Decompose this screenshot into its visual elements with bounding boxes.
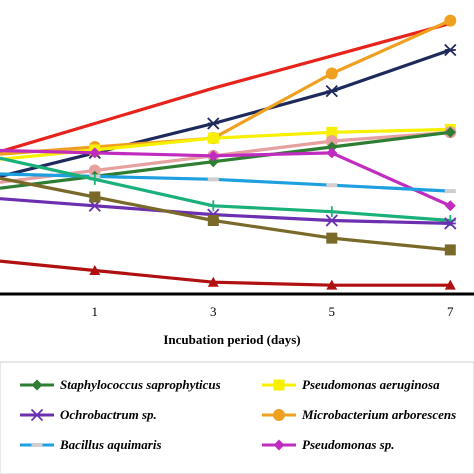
series-3-point-1 — [207, 132, 219, 144]
series-8 — [0, 156, 456, 226]
series-10 — [0, 176, 456, 256]
series-7-point-3 — [444, 189, 456, 194]
legend: Staphylococcus saprophyticus Pseudomonas … — [20, 377, 456, 452]
series-10-point-1 — [207, 215, 219, 226]
series-8-point-1 — [207, 200, 219, 212]
series-7-point-2 — [326, 183, 338, 188]
series-line-0 — [0, 21, 451, 154]
series-9 — [0, 197, 457, 230]
series-3-point-2 — [326, 126, 338, 138]
legend-swatch-marker — [273, 409, 285, 421]
legend-label: Staphylococcus saprophyticus — [60, 377, 221, 392]
series-6-point-2 — [326, 147, 338, 159]
series-6 — [0, 147, 456, 212]
legend-swatch-marker — [31, 443, 43, 447]
series-2-point-2 — [325, 67, 338, 80]
legend-item: Pseudomonas sp. — [262, 437, 394, 452]
legend-item: Bacillus aquimaris — [20, 437, 162, 452]
x-axis-ticks: 1 3 5 7 — [92, 304, 454, 319]
plot-area — [0, 14, 457, 290]
legend-label: Bacillus aquimaris — [59, 437, 162, 452]
series-9-point-2 — [325, 214, 338, 227]
legend-item: Pseudomonas aeruginosa — [262, 377, 440, 392]
legend-item: Ochrobactrum sp. — [20, 407, 157, 422]
series-11 — [0, 259, 456, 290]
legend-swatch-marker — [273, 379, 285, 391]
series-line-9 — [0, 197, 451, 225]
series-11-point-3 — [444, 279, 456, 290]
x-axis-title: Incubation period (days) — [163, 332, 300, 347]
series-11-point-0 — [89, 264, 101, 275]
x-tick-label: 3 — [210, 304, 217, 319]
legend-label: Pseudomonas aeruginosa — [302, 377, 440, 392]
series-6-point-3 — [444, 200, 456, 212]
series-1-point-3 — [444, 43, 457, 57]
series-1 — [0, 43, 457, 178]
legend-swatch-marker — [273, 439, 285, 451]
series-10-point-3 — [444, 244, 456, 256]
legend-label: Pseudomonas sp. — [302, 437, 394, 452]
series-10-point-2 — [326, 232, 338, 244]
series-6-point-1 — [207, 150, 219, 162]
legend-label: Microbacterium arborescens — [301, 407, 456, 422]
series-9-point-3 — [444, 217, 457, 230]
series-8-point-0 — [89, 173, 101, 185]
series-2-point-3 — [444, 14, 457, 27]
series-5-point-3 — [444, 126, 456, 138]
x-tick-label: 5 — [329, 304, 336, 319]
series-11-point-1 — [207, 276, 219, 287]
series-line-11 — [0, 259, 451, 287]
x-tick-label: 7 — [447, 304, 454, 319]
legend-item: Staphylococcus saprophyticus — [20, 377, 221, 392]
series-line-1 — [0, 48, 451, 178]
series-11-point-2 — [326, 279, 338, 290]
series-1-point-2 — [325, 85, 338, 98]
legend-item: Microbacterium arborescens — [262, 407, 456, 422]
series-line-8 — [0, 156, 451, 223]
series-1-point-1 — [207, 117, 220, 130]
legend-box — [0, 361, 474, 474]
series-8-point-2 — [326, 206, 338, 218]
x-tick-label: 1 — [92, 304, 99, 319]
series-10-point-0 — [89, 191, 101, 203]
series-0 — [0, 21, 451, 154]
legend-swatch-marker — [30, 408, 44, 422]
series-6-point-0 — [89, 147, 101, 159]
legend-swatch-marker — [31, 379, 43, 391]
legend-label: Ochrobactrum sp. — [60, 407, 157, 422]
series-5-point-1 — [207, 156, 219, 168]
series-5-point-2 — [326, 141, 338, 153]
series-7-point-1 — [207, 177, 219, 182]
